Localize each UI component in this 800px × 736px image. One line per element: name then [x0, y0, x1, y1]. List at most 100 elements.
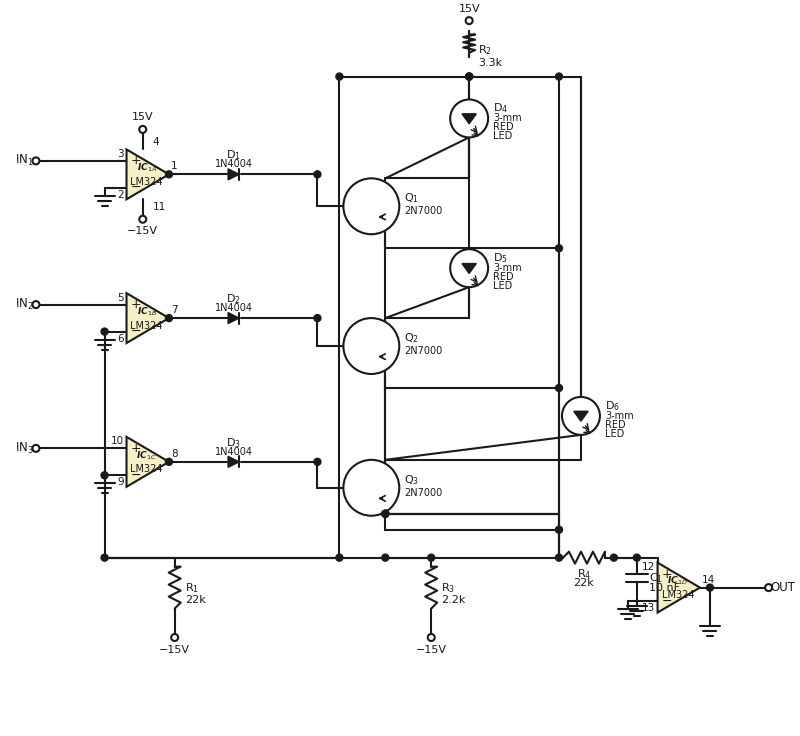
Polygon shape	[574, 411, 588, 421]
Polygon shape	[462, 114, 476, 124]
Text: 2.2k: 2.2k	[442, 595, 466, 604]
Text: D$_1$: D$_1$	[226, 149, 241, 163]
Text: 2N7000: 2N7000	[404, 206, 442, 216]
Text: +: +	[662, 567, 672, 581]
Circle shape	[706, 584, 714, 591]
Text: 15V: 15V	[458, 4, 480, 14]
Circle shape	[466, 73, 473, 80]
Circle shape	[343, 318, 399, 374]
Circle shape	[466, 73, 473, 80]
Text: −15V: −15V	[127, 226, 158, 236]
Text: 2N7000: 2N7000	[404, 346, 442, 356]
Circle shape	[166, 459, 173, 465]
Circle shape	[382, 510, 389, 517]
Circle shape	[634, 554, 640, 561]
Text: RED: RED	[493, 272, 514, 282]
Circle shape	[101, 472, 108, 479]
Text: −: −	[662, 595, 672, 608]
Circle shape	[33, 301, 39, 308]
Text: 22k: 22k	[185, 595, 206, 604]
Text: Q$_3$: Q$_3$	[404, 473, 419, 486]
Text: IC$_{1A}$: IC$_{1A}$	[137, 162, 157, 174]
Circle shape	[555, 73, 562, 80]
Text: Q$_1$: Q$_1$	[404, 191, 419, 205]
Text: IC$_{1D}$: IC$_{1D}$	[667, 575, 688, 587]
Text: IN$_1$: IN$_1$	[15, 153, 34, 169]
Text: R$_1$: R$_1$	[185, 581, 198, 595]
Circle shape	[139, 126, 146, 133]
Text: 1N4004: 1N4004	[214, 447, 253, 457]
Text: C$_1$: C$_1$	[649, 570, 663, 584]
Text: 1: 1	[171, 161, 178, 171]
Circle shape	[555, 245, 562, 252]
Circle shape	[336, 73, 343, 80]
Circle shape	[101, 328, 108, 335]
Text: 1N4004: 1N4004	[214, 160, 253, 169]
Circle shape	[139, 216, 146, 223]
Circle shape	[33, 445, 39, 452]
Text: RED: RED	[493, 122, 514, 132]
Circle shape	[166, 171, 173, 178]
Text: D$_3$: D$_3$	[226, 436, 241, 450]
Text: IN$_2$: IN$_2$	[15, 297, 34, 312]
Text: R$_3$: R$_3$	[442, 581, 455, 595]
Circle shape	[555, 554, 562, 561]
Text: +: +	[130, 298, 141, 311]
Text: OUT: OUT	[770, 581, 796, 594]
Circle shape	[428, 634, 434, 641]
Circle shape	[382, 510, 389, 517]
Text: 3-mm: 3-mm	[605, 411, 634, 421]
Circle shape	[314, 171, 321, 178]
Circle shape	[343, 460, 399, 516]
Text: 3-mm: 3-mm	[493, 113, 522, 124]
Text: LM324: LM324	[130, 177, 163, 187]
Text: +: +	[130, 155, 141, 167]
Text: RED: RED	[605, 420, 626, 430]
Text: 3.3k: 3.3k	[478, 57, 502, 68]
Text: D$_2$: D$_2$	[226, 292, 241, 306]
Text: IN$_3$: IN$_3$	[15, 441, 34, 456]
Circle shape	[33, 158, 39, 164]
Text: +: +	[130, 442, 141, 455]
Text: LM324: LM324	[130, 464, 163, 474]
Polygon shape	[228, 456, 239, 467]
Text: 10: 10	[110, 436, 123, 446]
Circle shape	[765, 584, 772, 591]
Circle shape	[382, 554, 389, 561]
Circle shape	[336, 554, 343, 561]
Text: 8: 8	[171, 449, 178, 459]
Text: IC$_{1C}$: IC$_{1C}$	[137, 449, 157, 461]
Text: 10 nF: 10 nF	[649, 583, 680, 592]
Text: 7: 7	[171, 305, 178, 315]
Text: R$_2$: R$_2$	[478, 43, 492, 57]
Circle shape	[466, 73, 473, 80]
Polygon shape	[126, 293, 169, 343]
Polygon shape	[126, 437, 169, 486]
Text: 3-mm: 3-mm	[493, 263, 522, 273]
Circle shape	[166, 314, 173, 322]
Text: 1N4004: 1N4004	[214, 303, 253, 313]
Text: 3: 3	[117, 149, 123, 159]
Text: D$_5$: D$_5$	[493, 251, 508, 265]
Circle shape	[343, 178, 399, 234]
Text: −15V: −15V	[416, 645, 446, 654]
Text: LED: LED	[493, 281, 512, 291]
Text: 6: 6	[117, 333, 123, 344]
Text: LM324: LM324	[130, 321, 163, 330]
Circle shape	[555, 526, 562, 533]
Text: D$_4$: D$_4$	[493, 102, 508, 116]
Circle shape	[101, 554, 108, 561]
Text: 4: 4	[153, 138, 159, 147]
Text: 11: 11	[153, 202, 166, 212]
Text: 13: 13	[642, 603, 654, 613]
Text: D$_6$: D$_6$	[605, 399, 620, 413]
Text: 22k: 22k	[574, 578, 594, 587]
Circle shape	[450, 99, 488, 138]
Text: 12: 12	[642, 562, 654, 572]
Circle shape	[171, 634, 178, 641]
Text: −: −	[130, 469, 141, 482]
Circle shape	[555, 384, 562, 392]
Circle shape	[466, 17, 473, 24]
Text: Q$_2$: Q$_2$	[404, 331, 419, 345]
Circle shape	[610, 554, 618, 561]
